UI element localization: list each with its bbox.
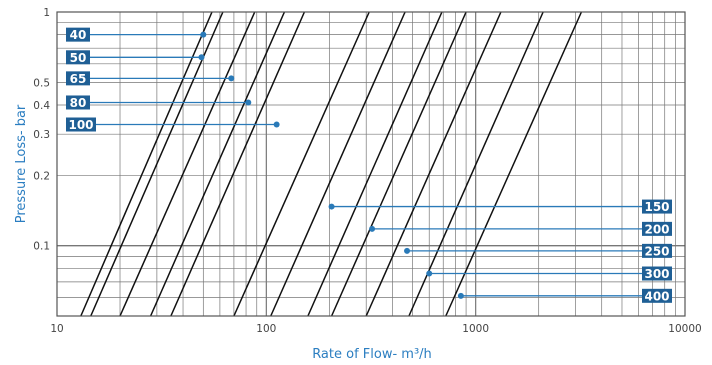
size-label-200: 200	[644, 222, 669, 236]
size-label-40: 40	[70, 28, 87, 42]
size-box-250	[642, 243, 672, 258]
x-tick-label: 1000	[462, 323, 489, 335]
marker-40	[200, 31, 207, 38]
size-labels: 40 50 65 80 100 150 200 250 300 400	[66, 27, 672, 303]
grid	[57, 12, 685, 316]
curve-80	[149, 11, 286, 317]
plot-frame	[56, 11, 686, 317]
size-label-50: 50	[70, 51, 87, 65]
size-box-100	[66, 117, 96, 132]
size-label-80: 80	[70, 96, 87, 110]
marker-50	[198, 54, 205, 61]
curve-300	[330, 11, 467, 317]
y-tick-label: 1	[43, 7, 50, 19]
y-tick-label: 0.2	[33, 170, 50, 182]
marker-100	[273, 121, 280, 128]
curve-unlabeled	[445, 11, 583, 317]
size-box-150	[642, 199, 672, 214]
size-box-50	[66, 50, 90, 65]
size-label-250: 250	[644, 244, 669, 258]
size-box-200	[642, 221, 672, 236]
size-label-400: 400	[644, 289, 669, 303]
marker-200	[369, 225, 376, 232]
size-box-400	[642, 288, 672, 303]
x-tick-label: 10000	[668, 323, 701, 335]
x-tick-label: 100	[256, 323, 276, 335]
size-box-300	[642, 266, 672, 281]
size-box-80	[66, 95, 90, 110]
size-label-65: 65	[70, 72, 87, 86]
curve-50	[90, 11, 224, 317]
curve-200	[270, 11, 406, 317]
curves	[80, 11, 583, 317]
marker-150	[328, 203, 335, 210]
y-axis-label: Pressure Loss- bar	[14, 104, 29, 223]
curve-40	[80, 11, 213, 317]
curve-unlabeled	[408, 11, 544, 317]
marker-300	[426, 270, 433, 277]
size-box-65	[66, 71, 90, 86]
y-tick-label: 0.4	[33, 100, 50, 112]
leaders	[90, 31, 642, 299]
size-label-300: 300	[644, 267, 669, 281]
size-label-100: 100	[68, 118, 93, 132]
tick-labels: 10 100 1000 10000 1 0.5 0.4 0.3 0.2 0.1	[33, 7, 701, 335]
curve-100	[170, 11, 306, 317]
y-tick-label: 0.3	[33, 129, 50, 141]
marker-250	[404, 247, 411, 254]
size-box-40	[66, 27, 90, 42]
curve-400	[365, 11, 502, 317]
y-tick-label: 0.1	[33, 241, 50, 253]
size-label-150: 150	[644, 200, 669, 214]
curve-150	[233, 11, 370, 317]
x-axis-label: Rate of Flow- m³/h	[312, 347, 432, 362]
marker-65	[228, 75, 235, 82]
y-tick-label: 0.5	[33, 77, 50, 89]
marker-400	[457, 292, 464, 299]
marker-80	[245, 99, 252, 106]
curve-250	[307, 11, 443, 317]
x-tick-label: 10	[50, 323, 63, 335]
curve-65	[119, 11, 256, 317]
